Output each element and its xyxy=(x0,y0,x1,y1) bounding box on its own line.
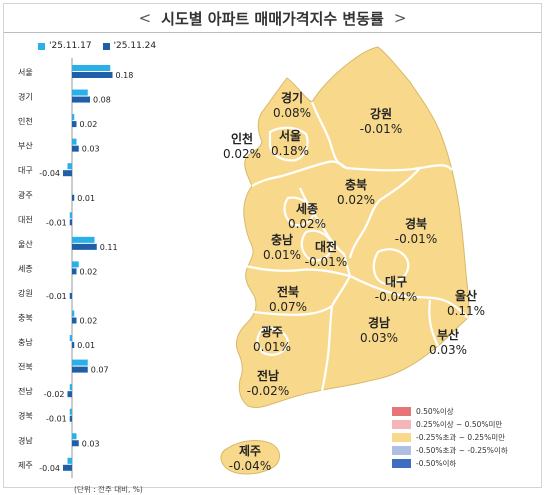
color-legend-row: -0.25%초과 ~ 0.25%미만 xyxy=(392,431,508,444)
color-scale-legend: 0.50%이상 0.25%이상 ~ 0.50%미만 -0.25%초과 ~ 0.25%… xyxy=(392,405,508,470)
color-legend-row: 0.50%이상 xyxy=(392,405,508,418)
region-value: 0.03% xyxy=(429,343,467,357)
region-value: 0.08% xyxy=(273,106,311,120)
region-name: 강원 xyxy=(370,107,392,121)
color-legend-swatch xyxy=(392,433,411,442)
region-value: -0.01% xyxy=(395,232,437,246)
region-name: 경기 xyxy=(281,90,303,105)
region-name: 경남 xyxy=(368,315,390,330)
color-legend-label: -0.25%초과 ~ 0.25%미만 xyxy=(416,432,505,443)
region-value: 0.02% xyxy=(223,147,261,161)
color-legend-swatch xyxy=(392,459,411,468)
region-value: 0.01% xyxy=(253,340,291,354)
region-name: 대전 xyxy=(315,239,337,254)
region-name: 세종 xyxy=(296,201,318,216)
region-value: 0.02% xyxy=(288,217,326,231)
color-legend-swatch xyxy=(392,446,411,455)
color-legend-label: 0.50%이상 xyxy=(416,406,454,417)
region-name: 인천 xyxy=(231,131,253,146)
region-value: 0.02% xyxy=(337,193,375,207)
region-value: 0.11% xyxy=(447,304,485,318)
color-legend-label: -0.50%초과 ~ -0.25%이하 xyxy=(416,445,508,456)
region-name: 제주 xyxy=(239,444,261,458)
region-name: 충남 xyxy=(271,232,293,247)
color-legend-label: 0.25%이상 ~ 0.50%미만 xyxy=(416,419,502,430)
color-legend-row: 0.25%이상 ~ 0.50%미만 xyxy=(392,418,508,431)
region-value: 0.01% xyxy=(263,248,301,262)
region-name: 전북 xyxy=(277,284,299,299)
region-value: -0.04% xyxy=(229,459,271,473)
region-name: 서울 xyxy=(279,128,301,143)
region-value: -0.01% xyxy=(305,255,347,269)
color-legend-row: -0.50%이하 xyxy=(392,457,508,470)
color-legend-swatch xyxy=(392,420,411,429)
region-name: 충북 xyxy=(345,177,367,192)
color-legend-swatch xyxy=(392,407,411,416)
region-value: -0.02% xyxy=(247,384,289,398)
region-name: 울산 xyxy=(455,288,477,303)
color-legend-row: -0.50%초과 ~ -0.25%이하 xyxy=(392,444,508,457)
region-value: 0.07% xyxy=(269,300,307,314)
region-name: 광주 xyxy=(261,324,283,339)
region-value: -0.01% xyxy=(360,122,402,136)
region-value: 0.03% xyxy=(360,331,398,345)
region-name: 대구 xyxy=(385,275,407,289)
region-name: 부산 xyxy=(437,327,459,342)
region-value: -0.04% xyxy=(375,290,417,304)
color-legend-label: -0.50%이하 xyxy=(416,458,456,469)
region-name: 경북 xyxy=(405,217,427,231)
region-name: 전남 xyxy=(257,368,279,383)
region-value: 0.18% xyxy=(271,144,309,158)
